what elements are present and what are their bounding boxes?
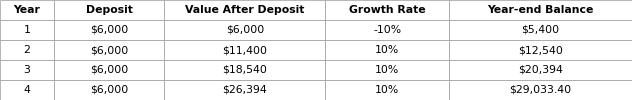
Text: Growth Rate: Growth Rate — [349, 5, 425, 15]
Text: Deposit: Deposit — [85, 5, 133, 15]
Bar — [54, 0, 164, 20]
Bar — [449, 20, 632, 40]
Text: 10%: 10% — [375, 45, 399, 55]
Bar — [54, 60, 164, 80]
Text: $12,540: $12,540 — [518, 45, 563, 55]
Text: $6,000: $6,000 — [90, 25, 128, 35]
Text: 2: 2 — [23, 45, 30, 55]
Bar — [449, 0, 632, 20]
Text: 4: 4 — [23, 85, 30, 95]
Bar — [325, 0, 449, 20]
Text: $26,394: $26,394 — [222, 85, 267, 95]
Text: -10%: -10% — [373, 25, 401, 35]
Bar — [325, 40, 449, 60]
Bar — [54, 20, 164, 40]
Text: $11,400: $11,400 — [222, 45, 267, 55]
Bar — [449, 80, 632, 100]
Text: Year: Year — [13, 5, 40, 15]
Text: 1: 1 — [23, 25, 30, 35]
Text: 3: 3 — [23, 65, 30, 75]
Bar — [54, 40, 164, 60]
Text: 10%: 10% — [375, 65, 399, 75]
Bar — [0, 60, 54, 80]
Text: $29,033.40: $29,033.40 — [509, 85, 571, 95]
Text: $6,000: $6,000 — [226, 25, 264, 35]
Bar — [164, 80, 325, 100]
Bar — [449, 40, 632, 60]
Text: $6,000: $6,000 — [90, 45, 128, 55]
Bar — [0, 80, 54, 100]
Bar — [0, 20, 54, 40]
Bar — [164, 60, 325, 80]
Bar — [0, 0, 54, 20]
Bar — [325, 60, 449, 80]
Bar — [449, 60, 632, 80]
Bar — [325, 80, 449, 100]
Bar — [164, 40, 325, 60]
Bar — [164, 0, 325, 20]
Text: $18,540: $18,540 — [222, 65, 267, 75]
Bar — [0, 40, 54, 60]
Text: 10%: 10% — [375, 85, 399, 95]
Text: Value After Deposit: Value After Deposit — [185, 5, 305, 15]
Bar — [325, 20, 449, 40]
Bar — [54, 80, 164, 100]
Text: $6,000: $6,000 — [90, 85, 128, 95]
Text: Year-end Balance: Year-end Balance — [487, 5, 593, 15]
Text: $5,400: $5,400 — [521, 25, 559, 35]
Text: $20,394: $20,394 — [518, 65, 563, 75]
Text: $6,000: $6,000 — [90, 65, 128, 75]
Bar — [164, 20, 325, 40]
